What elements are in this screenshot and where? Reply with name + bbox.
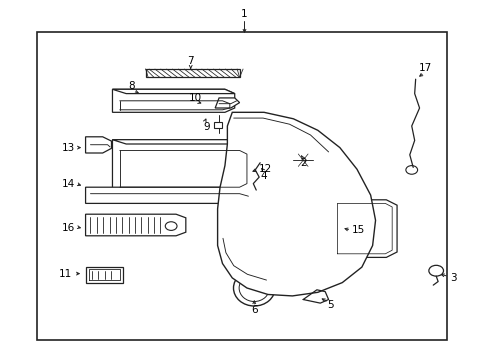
Polygon shape [85,187,251,203]
Text: 13: 13 [61,143,75,153]
Text: 6: 6 [250,305,257,315]
Polygon shape [85,137,111,153]
Text: 9: 9 [203,122,209,132]
Polygon shape [215,98,239,108]
Text: 14: 14 [61,179,75,189]
Polygon shape [214,122,222,128]
Text: 5: 5 [327,300,334,310]
Polygon shape [217,112,375,296]
Polygon shape [112,140,249,144]
Polygon shape [112,89,234,94]
Text: 10: 10 [189,93,202,103]
Text: 8: 8 [128,81,135,91]
Text: 7: 7 [187,56,194,66]
Text: 3: 3 [449,273,456,283]
Polygon shape [112,140,249,194]
Polygon shape [85,214,185,236]
Polygon shape [145,69,239,77]
Text: 11: 11 [59,269,72,279]
Text: 2: 2 [299,158,306,168]
Circle shape [299,157,306,163]
FancyBboxPatch shape [37,32,447,340]
Polygon shape [112,89,234,112]
Text: 15: 15 [351,225,365,235]
Text: 17: 17 [418,63,431,73]
Text: 4: 4 [260,171,267,181]
Polygon shape [332,200,396,257]
Text: 12: 12 [259,164,272,174]
Polygon shape [85,267,123,283]
Text: 16: 16 [61,222,75,233]
Text: 1: 1 [241,9,247,19]
